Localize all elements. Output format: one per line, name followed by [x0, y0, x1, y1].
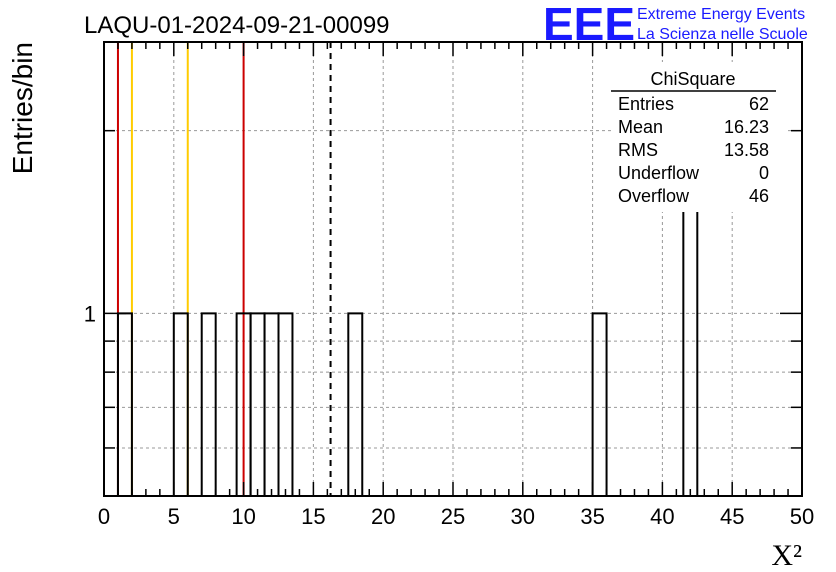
eee-logo: EEE Extreme Energy Events La Scienza nel… [543, 0, 808, 50]
x-tick-label: 35 [580, 504, 604, 529]
stats-label-entries: Entries [618, 94, 674, 114]
stats-label-underflow: Underflow [618, 163, 700, 183]
stats-value-mean: 16.23 [724, 117, 769, 137]
x-tick-label: 30 [511, 504, 535, 529]
x-tick-label: 50 [790, 504, 814, 529]
histogram-bar [172, 312, 189, 496]
x-tick-label: 15 [301, 504, 325, 529]
x-tick-label: 40 [650, 504, 674, 529]
x-tick-label: 5 [168, 504, 180, 529]
y-tick-label: 1 [84, 301, 96, 326]
logo-mark: EEE [543, 0, 635, 50]
stats-label-rms: RMS [618, 140, 658, 160]
histogram-bar [200, 312, 217, 496]
histogram-bar [347, 312, 364, 496]
stats-value-rms: 13.58 [724, 140, 769, 160]
x-tick-label: 45 [720, 504, 744, 529]
axis-ticks: 0 5 10 15 20 25 30 35 40 45 50 1 [84, 42, 814, 529]
stats-value-underflow: 0 [759, 163, 769, 183]
stats-value-overflow: 46 [749, 186, 769, 206]
stats-title: ChiSquare [650, 69, 735, 89]
x-tick-label: 20 [371, 504, 395, 529]
stats-value-entries: 62 [749, 94, 769, 114]
histogram-bar [591, 312, 608, 496]
x-tick-label: 0 [98, 504, 110, 529]
stats-box: ChiSquare Entries 62 Mean 16.23 RMS 13.5… [611, 62, 788, 212]
logo-line-2: La Scienza nelle Scuole [637, 26, 808, 43]
chart-title: LAQU-01-2024-09-21-00099 [84, 12, 390, 39]
histogram-bars [116, 129, 699, 496]
x-tick-label: 10 [231, 504, 255, 529]
y-axis-label: Entries/bin [7, 42, 38, 174]
stats-label-overflow: Overflow [618, 186, 690, 206]
x-tick-label: 25 [441, 504, 465, 529]
reference-lines [116, 42, 332, 496]
stats-box-bg [613, 62, 788, 212]
x-axis-label: X² [771, 539, 802, 572]
stats-label-mean: Mean [618, 117, 663, 137]
logo-line-1: Extreme Energy Events [637, 6, 805, 23]
histogram-bar [277, 312, 294, 496]
